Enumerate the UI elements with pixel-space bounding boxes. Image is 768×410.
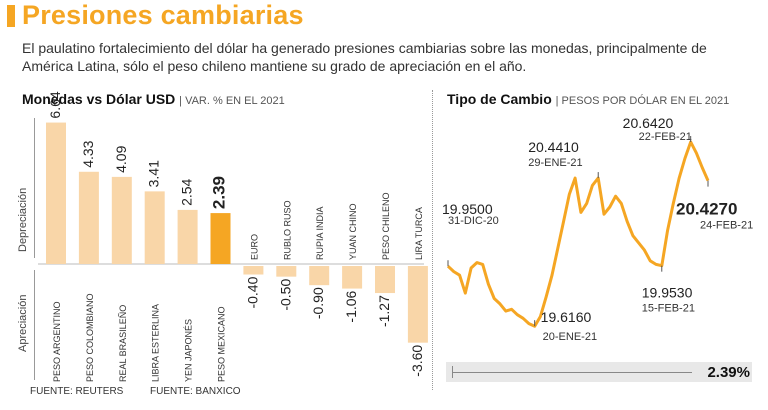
line-annotation-date: 15-FEB-21	[642, 303, 695, 315]
bar	[375, 266, 395, 294]
line-annotation-value: 20.4410	[528, 139, 579, 155]
line-chart-subtitle: | PESOS POR DÓLAR EN EL 2021	[555, 95, 730, 107]
line-chart-title: Tipo de Cambio	[447, 91, 552, 107]
bar-category-label: RUPIA INDIA	[315, 206, 325, 260]
bar-category-label: LIBRA ESTERLINA	[151, 304, 161, 382]
line-annotation-date: 24-FEB-21	[700, 220, 753, 232]
bar-chart-title-wrap: Monedas vs Dólar USD | VAR. % EN EL 2021	[22, 91, 285, 107]
bar-category-label: YEN JAPONÉS	[184, 319, 194, 382]
line-annotation-date: 31-DIC-20	[448, 215, 499, 227]
bar-value-label: 2.54	[179, 178, 195, 205]
line-annotation-date: 20-ENE-21	[543, 331, 597, 343]
bar	[309, 266, 330, 286]
bar	[46, 122, 66, 265]
page-title: Presiones cambiarias	[22, 0, 304, 30]
line-annotation-value: 19.9530	[642, 285, 693, 301]
bar-category-label: PESO MEXICANO	[217, 306, 227, 382]
bar	[243, 266, 264, 275]
bar-value-label: -3.60	[409, 345, 425, 377]
line-annotation-value: 20.6420	[623, 115, 674, 131]
bar-value-label: -0.50	[277, 279, 293, 311]
line-annotation-date: 22-FEB-21	[639, 131, 692, 143]
bar	[276, 266, 297, 277]
bar-category-label: RUBLO RUSO	[282, 200, 292, 260]
line-annotation-value: 19.6160	[541, 309, 592, 325]
bar	[407, 266, 428, 343]
bar-category-label: PESO CHILENO	[381, 192, 391, 260]
bar-value-label: 4.09	[113, 145, 129, 172]
line-annotation-date: 29-ENE-21	[528, 157, 582, 169]
bar-value-label: 4.33	[80, 140, 96, 167]
bar-chart-source: FUENTE: REUTERS	[30, 386, 124, 397]
line-annotation-value: 20.4270	[676, 200, 737, 219]
total-variation-line	[452, 372, 692, 373]
bar-category-label: EURO	[249, 234, 259, 260]
page-subtitle: El paulatino fortalecimiento del dólar h…	[22, 40, 707, 74]
bar-value-label: -0.40	[244, 276, 260, 308]
bar-category-label: REAL BRASILEÑO	[118, 305, 128, 382]
bar	[144, 191, 165, 264]
bar-value-label: -1.27	[376, 295, 392, 327]
exchange-rate-line	[446, 140, 710, 328]
line-chart-source: FUENTE: BANXICO	[150, 386, 241, 397]
line-annotation-value: 19.9500	[442, 201, 493, 217]
bar-value-label: 6.64	[47, 91, 63, 118]
bar	[111, 176, 132, 264]
title-accent-bar	[7, 5, 15, 27]
appreciation-zone-line	[34, 270, 35, 380]
line-chart-title-wrap: Tipo de Cambio | PESOS POR DÓLAR EN EL 2…	[447, 91, 729, 107]
bar-value-label: -1.06	[343, 290, 359, 322]
bar-value-label: -0.90	[310, 287, 326, 319]
bar	[342, 266, 363, 289]
bar	[210, 213, 231, 264]
bar-category-label: PESO COLOMBIANO	[85, 293, 95, 382]
total-variation-value: 2.39%	[707, 364, 750, 381]
bar-chart-title: Monedas vs Dólar USD	[22, 91, 176, 107]
bar-value-label: 3.41	[146, 160, 162, 187]
bar-chart: 6.64 PESO ARGENTINO 4.33 PESO COLOMBIANO 4.0…	[38, 91, 428, 382]
section-divider	[432, 90, 434, 390]
bar	[177, 209, 198, 264]
bar-category-label: YUAN CHINO	[348, 203, 358, 260]
bar-chart-subtitle: | VAR. % EN EL 2021	[179, 95, 285, 107]
bar	[78, 171, 99, 264]
bar-value-label: 2.39	[210, 176, 229, 209]
bar-category-label: LIRA TURCA	[414, 207, 424, 260]
depreciation-zone-line	[34, 118, 35, 258]
bar-category-label: PESO ARGENTINO	[52, 301, 62, 382]
